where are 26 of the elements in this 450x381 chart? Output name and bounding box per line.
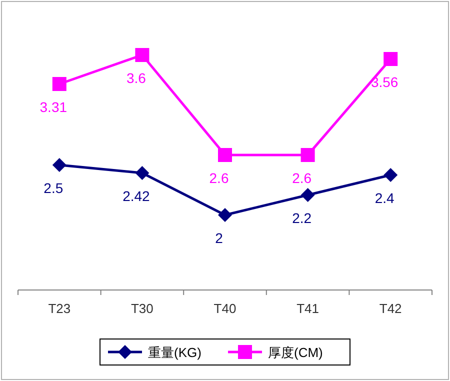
point bbox=[300, 148, 315, 162]
point bbox=[52, 158, 66, 172]
x-tick-label: T41 bbox=[296, 301, 320, 316]
legend-label: 厚度(CM) bbox=[268, 345, 323, 360]
x-tick-label: T42 bbox=[379, 301, 402, 316]
data-label: 2.42 bbox=[122, 188, 150, 204]
point bbox=[384, 52, 398, 66]
legend-label: 重量(KG) bbox=[148, 345, 202, 360]
x-tick-label: T30 bbox=[130, 301, 154, 316]
x-tick-label: T40 bbox=[214, 301, 236, 316]
data-label: 2.4 bbox=[374, 190, 395, 206]
data-label: 2.2 bbox=[292, 210, 312, 226]
point bbox=[135, 166, 150, 180]
data-label: 3.31 bbox=[40, 99, 68, 115]
point bbox=[300, 188, 315, 202]
point bbox=[384, 168, 398, 182]
x-tick-label: T23 bbox=[48, 301, 71, 316]
point bbox=[52, 77, 66, 91]
point bbox=[218, 148, 232, 162]
data-label: 2.6 bbox=[292, 170, 312, 186]
data-label: 3.6 bbox=[126, 70, 146, 86]
point bbox=[135, 48, 150, 62]
point bbox=[218, 208, 232, 222]
data-label: 2.5 bbox=[44, 180, 64, 196]
data-label: 2.6 bbox=[209, 170, 229, 186]
data-label: 2 bbox=[215, 230, 224, 246]
